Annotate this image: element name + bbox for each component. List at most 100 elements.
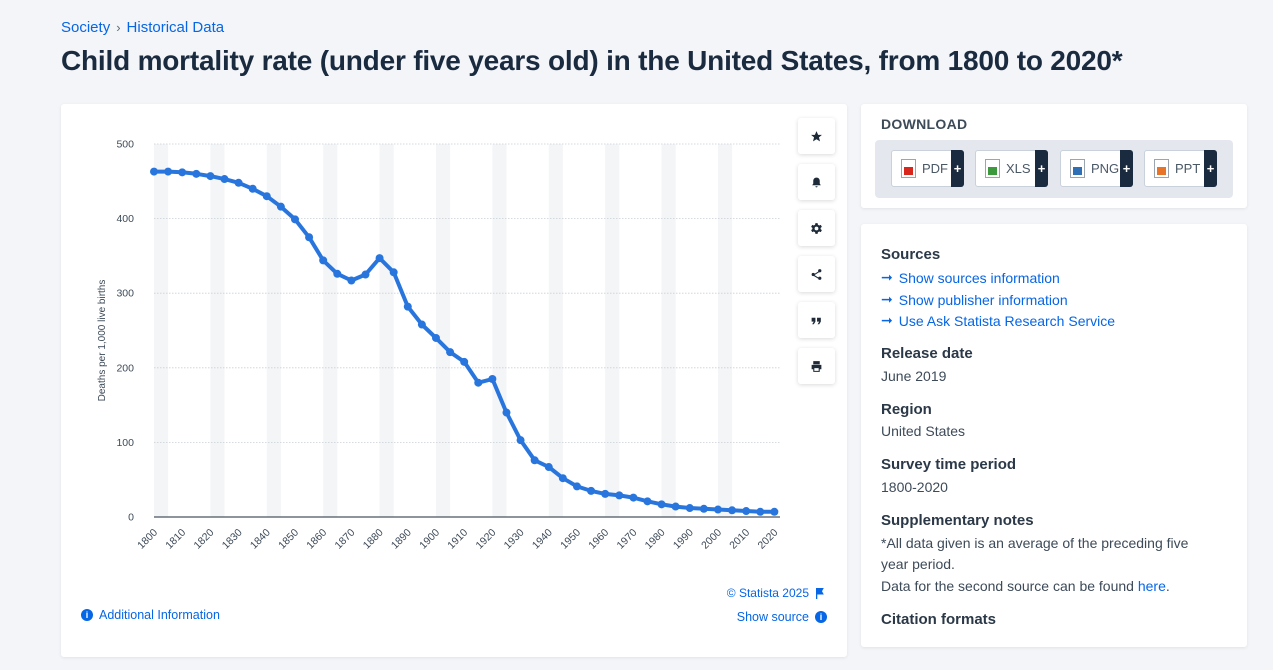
x-band	[154, 144, 169, 517]
data-point	[361, 270, 370, 279]
x-band	[661, 144, 676, 517]
data-point	[178, 168, 187, 177]
region-value: United States	[881, 423, 966, 439]
data-point	[305, 233, 314, 242]
breadcrumb-separator: ›	[116, 20, 121, 35]
data-point	[417, 320, 426, 329]
data-point	[220, 175, 229, 184]
x-tick-label: 1990	[671, 527, 696, 552]
page-title: Child mortality rate (under five years o…	[61, 45, 1123, 76]
breadcrumb-society[interactable]: Society	[61, 19, 111, 36]
breadcrumb-historical-data[interactable]: Historical Data	[126, 19, 225, 36]
statista-credit[interactable]: © Statista 2025	[727, 586, 825, 600]
x-tick-label: 1800	[135, 527, 160, 552]
x-tick-label: 1840	[248, 527, 273, 552]
settings-button[interactable]	[798, 210, 835, 246]
region-title: Region	[881, 401, 932, 418]
line-chart: 0 100 200 300 400 500 1800 1810 1820 1830 1840 1850…	[97, 139, 781, 552]
pdf-file-icon	[901, 159, 916, 178]
data-point	[403, 302, 412, 311]
data-point	[333, 269, 342, 278]
x-tick-label: 2020	[755, 527, 780, 552]
y-tick-label: 400	[116, 213, 134, 225]
bell-icon	[812, 177, 821, 187]
y-tick-label: 100	[116, 437, 134, 449]
data-point	[262, 192, 271, 201]
data-point	[530, 456, 539, 465]
arrow-right-icon: ➞	[881, 291, 893, 307]
x-band	[605, 144, 620, 517]
x-tick-label: 1910	[445, 527, 470, 552]
data-point	[728, 506, 737, 515]
data-point	[248, 184, 257, 193]
data-point	[601, 489, 610, 498]
supplementary-notes-text: *All data given is an average of the pre…	[881, 535, 1189, 572]
xls-file-icon	[985, 159, 1000, 178]
download-xls-button[interactable]: XLS +	[975, 150, 1048, 187]
show-publisher-link[interactable]: ➞ Show publisher information	[881, 291, 1068, 308]
download-png-button[interactable]: PNG +	[1060, 150, 1133, 187]
show-sources-link[interactable]: ➞ Show sources information	[881, 269, 1060, 286]
y-tick-label: 500	[116, 139, 134, 151]
download-card: DOWNLOAD PDF + XLS + PNG + PPT +	[861, 104, 1247, 208]
share-icon	[811, 268, 822, 280]
x-band	[323, 144, 338, 517]
breadcrumb: Society › Historical Data	[61, 19, 224, 36]
notification-button[interactable]	[798, 164, 835, 200]
data-point	[756, 507, 765, 516]
favorite-button[interactable]	[798, 118, 835, 154]
download-bar: PDF + XLS + PNG + PPT +	[875, 140, 1233, 198]
x-band	[717, 144, 733, 517]
data-point	[558, 474, 567, 483]
data-point	[375, 254, 384, 263]
data-point	[657, 500, 666, 509]
x-tick-label: 1890	[389, 527, 414, 552]
star-icon	[811, 130, 822, 141]
additional-info-text: Additional Information	[99, 608, 220, 622]
download-title: DOWNLOAD	[881, 116, 968, 132]
download-ppt-button[interactable]: PPT +	[1144, 150, 1217, 187]
y-axis-label: Deaths per 1,000 live births	[97, 280, 108, 402]
arrow-right-icon: ➞	[881, 312, 893, 328]
additional-info-link[interactable]: i Additional Information	[81, 608, 220, 622]
data-point	[474, 378, 483, 387]
arrow-right-icon: ➞	[881, 269, 893, 285]
quote-icon	[811, 317, 821, 324]
data-point	[742, 507, 751, 516]
info-icon: i	[815, 611, 827, 623]
data-point	[544, 463, 553, 472]
show-source-link[interactable]: Show source i	[737, 610, 827, 624]
show-source-text: Show source	[736, 610, 809, 624]
cite-button[interactable]	[798, 302, 835, 338]
data-point	[587, 486, 596, 495]
data-point	[713, 505, 722, 514]
here-link[interactable]: here	[1137, 578, 1166, 594]
data-point	[460, 357, 469, 366]
png-file-icon	[1070, 159, 1085, 178]
second-source-note: Data for the second source can be found …	[881, 578, 1170, 594]
x-tick-label: 1970	[614, 527, 639, 552]
x-band	[548, 144, 563, 517]
y-tick-label: 200	[116, 362, 134, 374]
data-point	[347, 276, 356, 285]
x-tick-label: 1900	[417, 527, 442, 552]
data-point	[629, 493, 638, 502]
plus-icon: +	[1035, 150, 1048, 187]
data-point	[770, 507, 779, 516]
print-button[interactable]	[798, 348, 835, 384]
research-service-link[interactable]: ➞ Use Ask Statista Research Service	[881, 312, 1116, 329]
data-point	[502, 408, 511, 417]
data-point	[671, 502, 680, 511]
data-point	[276, 202, 285, 211]
download-pdf-button[interactable]: PDF +	[891, 150, 964, 187]
share-button[interactable]	[798, 256, 835, 292]
ppt-file-icon	[1154, 159, 1169, 178]
data-point	[488, 374, 497, 383]
x-tick-label: 1860	[304, 527, 329, 552]
data-point	[234, 178, 243, 187]
citation-formats-title[interactable]: Citation formats	[881, 611, 997, 628]
data-point	[572, 482, 581, 491]
data-point	[389, 268, 398, 277]
x-tick-label: 1980	[643, 527, 668, 552]
plus-icon: +	[951, 150, 964, 187]
